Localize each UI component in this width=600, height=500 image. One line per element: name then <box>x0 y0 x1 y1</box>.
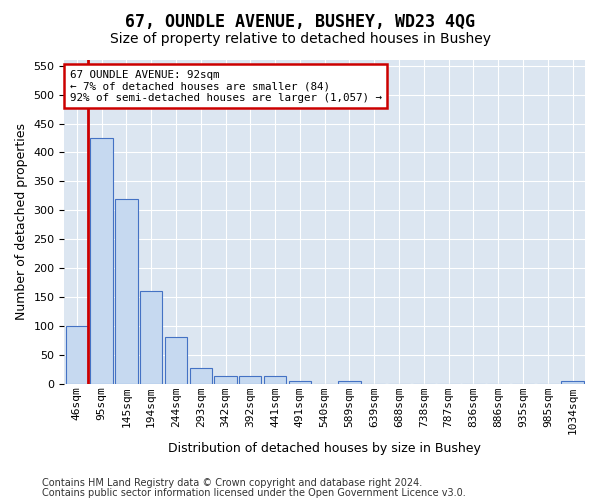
Bar <box>190 368 212 384</box>
Text: 67 OUNDLE AVENUE: 92sqm
← 7% of detached houses are smaller (84)
92% of semi-det: 67 OUNDLE AVENUE: 92sqm ← 7% of detached… <box>70 70 382 103</box>
Bar <box>264 376 286 384</box>
Text: 67, OUNDLE AVENUE, BUSHEY, WD23 4QG: 67, OUNDLE AVENUE, BUSHEY, WD23 4QG <box>125 12 475 30</box>
Bar <box>214 376 236 384</box>
Bar <box>115 198 137 384</box>
Text: Size of property relative to detached houses in Bushey: Size of property relative to detached ho… <box>110 32 491 46</box>
Bar <box>165 338 187 384</box>
Bar <box>140 291 163 384</box>
Text: Contains HM Land Registry data © Crown copyright and database right 2024.: Contains HM Land Registry data © Crown c… <box>42 478 422 488</box>
Bar <box>338 380 361 384</box>
Bar <box>562 380 584 384</box>
Y-axis label: Number of detached properties: Number of detached properties <box>15 124 28 320</box>
Bar <box>65 326 88 384</box>
Bar <box>289 380 311 384</box>
Text: Contains public sector information licensed under the Open Government Licence v3: Contains public sector information licen… <box>42 488 466 498</box>
Bar <box>91 138 113 384</box>
X-axis label: Distribution of detached houses by size in Bushey: Distribution of detached houses by size … <box>168 442 481 455</box>
Bar <box>239 376 262 384</box>
